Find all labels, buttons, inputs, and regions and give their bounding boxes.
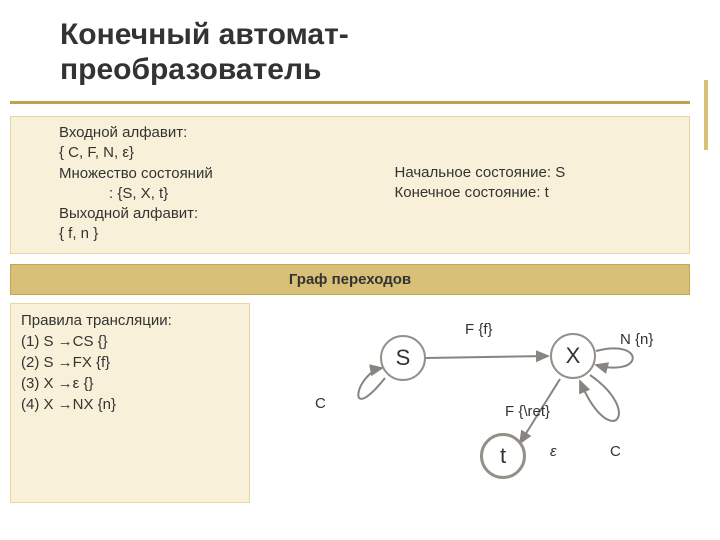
rule-3: (3) X →ε {} (21, 373, 241, 394)
final-state: Конечное состояние: t (395, 183, 670, 203)
rules-header: Правила трансляции: (21, 310, 241, 331)
edge-label-ret: F {\ret} (505, 403, 550, 420)
edge-x-loop-n (596, 348, 633, 367)
edge-s-x (426, 356, 548, 358)
output-alphabet-value: { f, n } (59, 224, 395, 244)
rule-4: (4) X →NX {n} (21, 394, 241, 415)
node-t-label: t (500, 443, 506, 469)
title-line1: Конечный автомат- (60, 18, 349, 51)
node-x: X (550, 333, 596, 379)
graph-caption-bar: Граф переходов (10, 264, 690, 295)
rule-2: (2) S →FX {f} (21, 352, 241, 373)
edge-s-loop (358, 368, 385, 399)
node-s: S (380, 335, 426, 381)
edge-label-f: F {f} (465, 321, 493, 338)
edge-x-loop-c (580, 375, 619, 421)
graph-area: S X t F {f} F {\ret} C N {n} C ε (250, 303, 690, 503)
node-x-label: X (566, 343, 581, 369)
info-right-column: Начальное состояние: S Конечное состояни… (395, 123, 670, 245)
output-alphabet-label: Выходной алфавит: (59, 204, 395, 224)
graph-caption: Граф переходов (11, 265, 689, 294)
side-accent-bar (704, 80, 708, 150)
input-alphabet-value: { C, F, N, ε} (59, 143, 395, 163)
title-line2: преобразователь (60, 53, 321, 86)
edge-label-c-right: C (610, 443, 621, 460)
input-alphabet-label: Входной алфавит: (59, 123, 395, 143)
info-band: Входной алфавит: { C, F, N, ε} Множество… (10, 116, 690, 254)
initial-state: Начальное состояние: S (395, 163, 670, 183)
edge-label-n: N {n} (620, 331, 653, 348)
lower-row: Правила трансляции: (1) S →CS {} (2) S →… (10, 303, 690, 503)
title-underline (10, 101, 690, 104)
node-t: t (480, 433, 526, 479)
info-left-column: Входной алфавит: { C, F, N, ε} Множество… (59, 123, 395, 245)
states-value: : {S, X, t} (59, 184, 395, 204)
states-label: Множество состояний (59, 164, 395, 184)
rules-panel: Правила трансляции: (1) S →CS {} (2) S →… (10, 303, 250, 503)
epsilon-label: ε (550, 443, 557, 460)
edge-label-c-left: C (315, 395, 326, 412)
rule-1: (1) S →CS {} (21, 331, 241, 352)
node-s-label: S (396, 345, 411, 371)
